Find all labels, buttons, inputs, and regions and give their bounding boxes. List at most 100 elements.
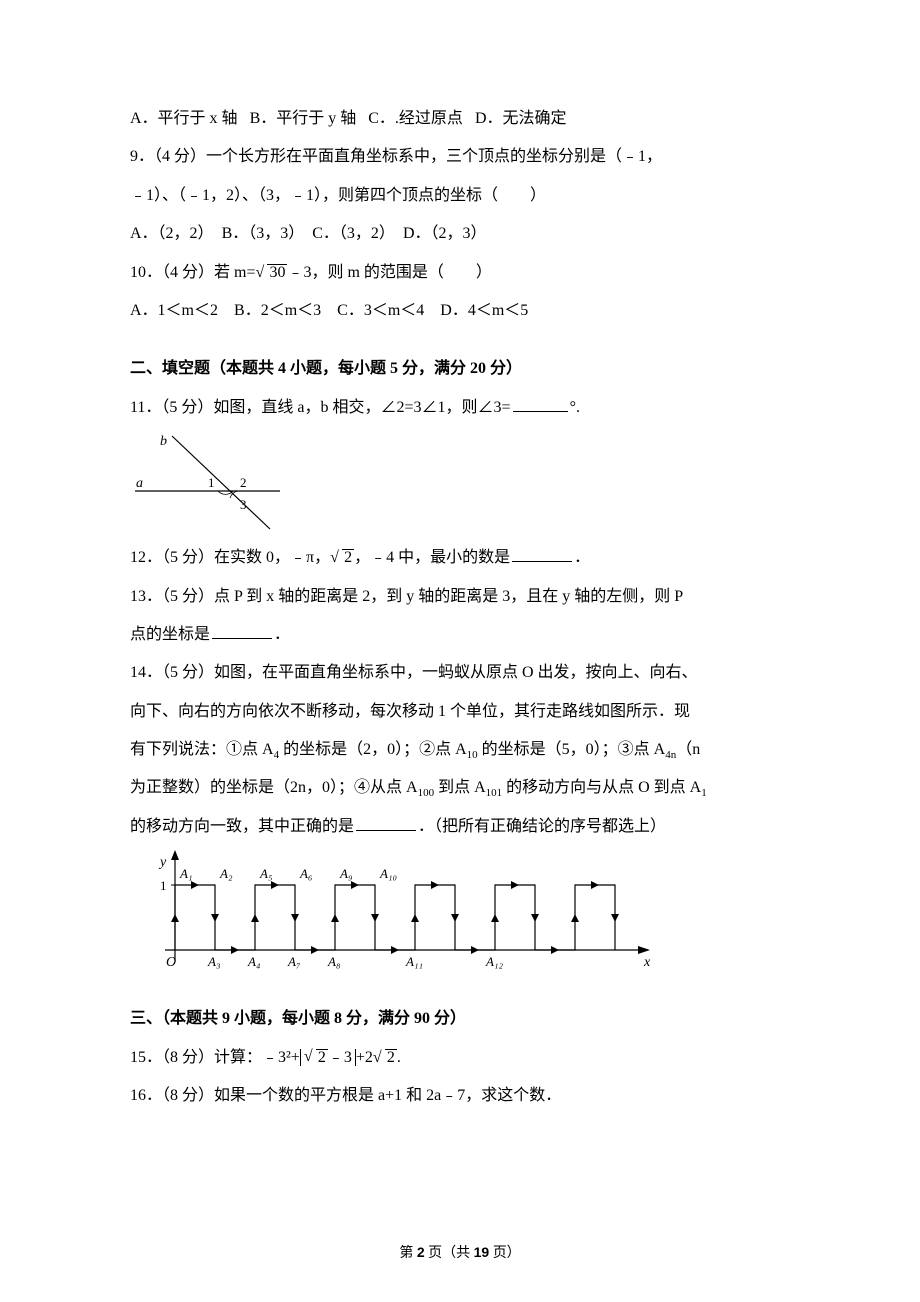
q14-c-post: （n <box>676 741 700 758</box>
q14-A12: A₁₂ <box>485 954 503 969</box>
q14-e-pre: 的移动方向一致，其中正确的是 <box>130 818 354 835</box>
q10-stem-pre: 10．（4 分）若 m= <box>130 264 255 281</box>
blank-fill <box>512 546 572 562</box>
q14-c-pre: 有下列说法：①点 A <box>130 741 274 758</box>
q11-label-2: 2 <box>240 475 247 490</box>
q14-e-post: ．（把所有正确结论的序号都选上） <box>418 818 666 835</box>
q13-stem-line2: 点的坐标是 ． <box>130 616 790 654</box>
q14-y-label: y <box>158 855 167 870</box>
q9-optA: A．（2，2） <box>130 225 214 242</box>
footer-pre: 第 <box>399 1246 413 1261</box>
q10-optB: B．2＜m＜3 <box>234 302 321 319</box>
q16-stem: 16．（8 分）如果一个数的平方根是 a+1 和 2a﹣7，求这个数． <box>130 1077 790 1115</box>
q14-A1: A₁ <box>179 866 192 881</box>
q14-A3: A₃ <box>207 954 220 969</box>
section2-title: 二、填空题（本题共 4 小题，每小题 5 分，满分 20 分） <box>130 350 790 388</box>
q13-stem-b-post: ． <box>274 626 290 643</box>
q9-stem-line1: 9．（4 分）一个长方形在平面直角坐标系中，三个顶点的坐标分别是（﹣1， <box>130 138 790 176</box>
q14-d-sub1: 100 <box>418 788 435 800</box>
q9-optC: C．（3，2） <box>312 225 395 242</box>
q10-optC: C．3＜m＜4 <box>337 302 424 319</box>
q14-A4: A₄ <box>247 954 261 969</box>
q9-options: A．（2，2） B．（3，3） C．（3，2） D．（2，3） <box>130 215 790 253</box>
q14-d-sub2: 101 <box>486 788 503 800</box>
sqrt-icon: 30 <box>255 254 287 292</box>
q14-A7: A₇ <box>287 954 301 969</box>
q14-O-label: O <box>166 955 176 970</box>
q12-stem: 12．（5 分）在实数 0，﹣π， 2，﹣4 中，最小的数是 ． <box>130 539 790 577</box>
q11-stem: 11．（5 分）如图，直线 a，b 相交，∠2=3∠1，则∠3= °. <box>130 389 790 427</box>
q14-stem-line5: 的移动方向一致，其中正确的是 ．（把所有正确结论的序号都选上） <box>130 808 790 846</box>
q14-d-pre: 为正整数）的坐标是（2n，0）；④从点 A <box>130 779 418 796</box>
sqrt-icon: 2 <box>304 1049 328 1066</box>
q10-optD: D．4＜m＜5 <box>440 302 528 319</box>
blank-fill <box>513 396 568 412</box>
q12-sqrt-val: 2 <box>342 549 354 566</box>
blank-fill <box>212 623 272 639</box>
q14-A6: A₆ <box>299 866 312 881</box>
q12-stem-mid: ，﹣4 中，最小的数是 <box>354 549 510 566</box>
q11-stem-post: °. <box>570 399 580 416</box>
q8-optD: D．无法确定 <box>475 110 567 127</box>
q14-one-label: 1 <box>160 878 167 893</box>
sqrt-icon: 2 <box>373 1039 397 1077</box>
q10-stem-post: ﹣3，则 m 的范围是（ ） <box>287 264 491 281</box>
q14-c-mid1: 的坐标是（2，0）；②点 A <box>279 741 467 758</box>
q14-A5: A₅ <box>259 866 272 881</box>
q11-label-3: 3 <box>240 497 247 512</box>
footer-post: 页） <box>493 1246 521 1261</box>
q8-options: A．平行于 x 轴 B．平行于 y 轴 C．.经过原点 D．无法确定 <box>130 100 790 138</box>
q14-A10: A₁₀ <box>379 866 397 881</box>
q14-stem-line2: 向下、向右的方向依次不断移动，每次移动 1 个单位，其行走路线如图所示．现 <box>130 693 790 731</box>
q10-sqrt-val: 30 <box>267 264 287 281</box>
q14-c-sub2: 10 <box>467 749 478 761</box>
q14-A8: A₈ <box>327 954 341 969</box>
blank-fill <box>356 815 416 831</box>
q15-abs-post: ﹣3 <box>328 1049 352 1066</box>
q14-A9: A₉ <box>339 866 352 881</box>
sqrt-icon: 2 <box>330 539 354 577</box>
section3-title: 三、（本题共 9 小题，每小题 8 分，满分 90 分） <box>130 1000 790 1038</box>
q9-stem-line2: ﹣1）、（﹣1，2）、（3，﹣1），则第四个顶点的坐标（ ） <box>130 177 790 215</box>
q15-stem-mid: +2 <box>356 1049 373 1066</box>
q14-A2: A₂ <box>219 866 233 881</box>
q14-A11: A₁₁ <box>405 954 423 969</box>
q9-optD: D．（2，3） <box>403 225 487 242</box>
q8-optA: A．平行于 x 轴 <box>130 110 238 127</box>
q14-stem-line1: 14．（5 分）如图，在平面直角坐标系中，一蚂蚁从原点 O 出发，按向上、向右、 <box>130 654 790 692</box>
abs-icon: 2﹣3 <box>300 1049 356 1066</box>
q14-x-label: x <box>643 955 651 970</box>
footer-cur: 2 <box>417 1244 425 1260</box>
q14-c-mid2: 的坐标是（5，0）；③点 A <box>478 741 666 758</box>
q15-stem-pre: 15．（8 分）计算：﹣3²+ <box>130 1049 300 1066</box>
q14-stem-line3: 有下列说法：①点 A4 的坐标是（2，0）；②点 A10 的坐标是（5，0）；③… <box>130 731 790 769</box>
q8-optC: C．.经过原点 <box>368 110 463 127</box>
footer-total: 19 <box>474 1244 490 1260</box>
q8-optB: B．平行于 y 轴 <box>250 110 357 127</box>
page-footer: 第 2 页（共 19 页） <box>0 1242 920 1262</box>
q10-optA: A．1＜m＜2 <box>130 302 218 319</box>
q15-stem-post: . <box>397 1049 401 1066</box>
q11-diagram: a b 1 2 3 <box>130 431 300 531</box>
q10-stem: 10．（4 分）若 m= 30﹣3，则 m 的范围是（ ） <box>130 254 790 292</box>
q15-sqrt2: 2 <box>385 1049 397 1066</box>
q11-label-b: b <box>160 434 167 449</box>
q15-abs-sqrt: 2 <box>316 1049 328 1066</box>
q14-d-sub3: 1 <box>701 788 707 800</box>
q12-stem-post: ． <box>574 549 590 566</box>
q11-label-1: 1 <box>208 475 215 490</box>
q14-diagram: y x 1 O A₁ A₂ A₃ A₄ A₅ A₆ A₇ A₈ A₉ A₁₀ A… <box>130 850 660 980</box>
q12-stem-pre: 12．（5 分）在实数 0，﹣π， <box>130 549 330 566</box>
q14-stem-line4: 为正整数）的坐标是（2n，0）；④从点 A100 到点 A101 的移动方向与从… <box>130 769 790 807</box>
q13-stem-line1: 13．（5 分）点 P 到 x 轴的距离是 2，到 y 轴的距离是 3，且在 y… <box>130 578 790 616</box>
q14-d-mid1: 到点 A <box>434 779 486 796</box>
q9-optB: B．（3，3） <box>222 225 305 242</box>
q10-options: A．1＜m＜2 B．2＜m＜3 C．3＜m＜4 D．4＜m＜5 <box>130 292 790 330</box>
footer-mid: 页（共 <box>428 1246 470 1261</box>
q11-label-a: a <box>136 476 143 491</box>
q15-stem: 15．（8 分）计算：﹣3²+2﹣3+22. <box>130 1039 790 1077</box>
q14-c-sub3: 4n <box>665 749 676 761</box>
q13-stem-b-pre: 点的坐标是 <box>130 626 210 643</box>
q14-d-mid2: 的移动方向与从点 O 到点 A <box>502 779 701 796</box>
q11-stem-pre: 11．（5 分）如图，直线 a，b 相交，∠2=3∠1，则∠3= <box>130 399 511 416</box>
